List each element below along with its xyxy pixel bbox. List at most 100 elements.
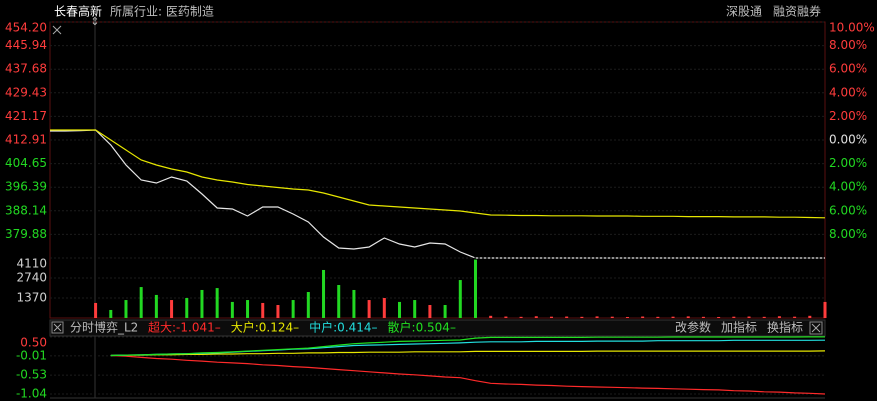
- volume-bar: [656, 316, 660, 318]
- indicator-remove-x: [811, 323, 821, 333]
- volume-bar: [534, 316, 538, 318]
- legend-entry: 大户:0.124–: [231, 320, 299, 335]
- volume-bar: [382, 298, 386, 318]
- y-tick-label: 2740: [16, 271, 47, 285]
- indicator-button[interactable]: 改参数: [675, 320, 711, 335]
- volume-bar: [777, 316, 781, 318]
- indicator-close-x: [53, 323, 62, 332]
- y2-tick-label: 0.00%: [829, 133, 867, 147]
- volume-bar: [625, 316, 629, 318]
- y-tick-label: 1370: [16, 291, 47, 305]
- indicator-button[interactable]: 换指标: [767, 320, 803, 335]
- y2-tick-label: 8.00%: [829, 38, 867, 52]
- tag[interactable]: 深股通: [726, 5, 762, 19]
- y-tick-label: 404.65: [5, 156, 47, 170]
- y2-tick-label: 4.00%: [829, 85, 867, 99]
- series-line: [110, 336, 825, 357]
- volume-bar: [124, 300, 128, 318]
- volume-bar: [808, 315, 812, 318]
- y-tick-label: 0.50: [20, 336, 47, 350]
- indicator-remove[interactable]: [809, 321, 823, 335]
- volume-bar: [671, 316, 675, 318]
- volume-bar: [428, 305, 432, 318]
- volume-bar: [139, 287, 143, 318]
- volume-bar: [154, 294, 158, 318]
- y-tick-label: 4110: [16, 257, 47, 271]
- y2-tick-label: 6.00%: [829, 62, 867, 76]
- series-line: [50, 129, 826, 219]
- y2-tick-label: 8.00%: [829, 227, 867, 241]
- industry: 所属行业: 医药制造: [110, 5, 214, 19]
- volume-bar: [367, 300, 371, 318]
- close-icon[interactable]: [52, 25, 62, 35]
- y-tick-label: -0.53: [16, 368, 47, 382]
- y2-tick-label: 4.00%: [829, 180, 867, 194]
- panel-frame: [49, 21, 826, 319]
- volume-bar: [291, 300, 295, 318]
- tag[interactable]: 融资融券: [773, 4, 821, 19]
- volume-bar: [641, 316, 645, 318]
- volume-bar: [686, 316, 690, 318]
- series-line: [110, 350, 826, 357]
- volume-bar: [793, 316, 797, 318]
- volume-bar: [398, 301, 402, 318]
- y2-tick-label: 2.00%: [829, 156, 867, 170]
- volume-bar: [276, 305, 280, 318]
- volume-bar: [337, 285, 341, 318]
- volume-bar: [595, 316, 599, 318]
- indicator-close[interactable]: [51, 321, 64, 334]
- indicator-title: 分时博弈_L2: [70, 320, 138, 335]
- volume-bar: [519, 316, 523, 318]
- legend-entry: 中户:0.414–: [309, 320, 377, 335]
- volume-bar: [94, 302, 98, 318]
- volume-bar: [504, 316, 508, 318]
- y-tick-label: -0.01: [16, 348, 47, 362]
- y2-tick-label: 10.00%: [829, 21, 875, 35]
- volume-bar: [473, 259, 477, 318]
- y-tick-label: 421.17: [5, 109, 47, 123]
- y-tick-label: 388.14: [5, 203, 47, 217]
- volume-bar: [580, 316, 584, 318]
- volume-bar: [565, 316, 569, 318]
- volume-bar: [246, 300, 250, 318]
- volume-bar: [200, 289, 204, 318]
- volume-bar: [701, 316, 705, 318]
- y-tick-label: 396.39: [5, 180, 47, 194]
- y-tick-label: 437.68: [5, 62, 47, 76]
- y2-tick-label: 2.00%: [829, 109, 867, 123]
- volume-bar: [170, 300, 174, 318]
- volume-bar: [489, 315, 493, 318]
- volume-bar: [610, 316, 614, 318]
- volume-bar: [109, 309, 113, 318]
- indicator-bar: [49, 319, 826, 337]
- indicator-button[interactable]: 加指标: [721, 320, 757, 335]
- volume-bar: [413, 300, 417, 318]
- legend-entry: 超大:-1.041–: [148, 320, 221, 335]
- volume-bar: [230, 301, 234, 318]
- y2-tick-label: 6.00%: [829, 203, 867, 217]
- legend-entry: 散户:0.504–: [388, 320, 456, 335]
- volume-bar: [458, 280, 462, 318]
- stock-name: 长春高新: [54, 4, 102, 19]
- y-tick-label: 429.43: [5, 85, 47, 99]
- volume-bar: [747, 316, 751, 318]
- volume-bar: [732, 316, 736, 318]
- y-tick-label: 445.94: [5, 38, 47, 52]
- volume-bar: [185, 298, 189, 318]
- volume-bar: [352, 289, 356, 318]
- y-tick-label: 379.88: [5, 227, 47, 241]
- y-tick-label: -1.04: [16, 387, 47, 401]
- volume-bar: [823, 301, 827, 318]
- series-line: [110, 354, 826, 395]
- volume-bar: [549, 316, 553, 318]
- volume-bar: [215, 288, 219, 318]
- volume-bar: [322, 269, 326, 318]
- y-tick-label: 454.20: [5, 21, 47, 35]
- volume-bar: [306, 292, 310, 318]
- volume-bar: [443, 305, 447, 318]
- volume-bar: [762, 316, 766, 318]
- volume-bar: [717, 316, 721, 318]
- volume-bar: [261, 302, 265, 318]
